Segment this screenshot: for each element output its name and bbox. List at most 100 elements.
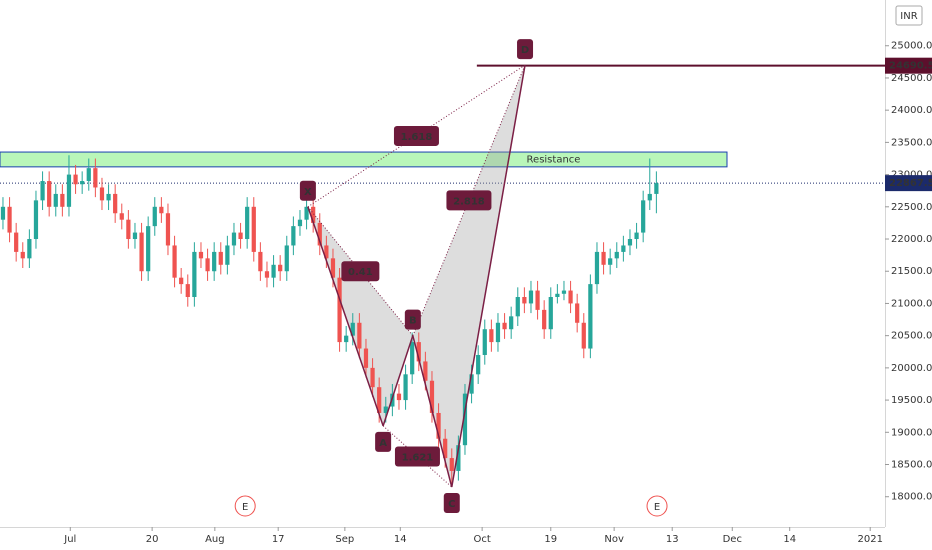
candle-body bbox=[251, 206, 256, 252]
candle-body bbox=[482, 329, 487, 355]
candle-body bbox=[40, 181, 45, 201]
pattern-point-label: B bbox=[409, 316, 417, 327]
pattern-point-label: A bbox=[379, 438, 387, 449]
candle-body bbox=[80, 181, 85, 185]
y-tick-label: 21000.00 bbox=[891, 298, 932, 309]
x-tick-label: 19 bbox=[544, 534, 557, 545]
candle-body bbox=[119, 213, 124, 220]
pattern-point-box bbox=[375, 431, 392, 452]
candle-body bbox=[47, 181, 52, 207]
candle-body bbox=[304, 206, 309, 220]
y-tick-label: 22500.00 bbox=[891, 202, 932, 213]
candle-body bbox=[357, 322, 362, 349]
candle-body bbox=[66, 174, 72, 207]
candle-body bbox=[0, 206, 6, 220]
candle-body bbox=[594, 251, 600, 285]
currency: INR bbox=[900, 11, 917, 22]
candle-body bbox=[86, 168, 91, 182]
ratio-label: 1.618 bbox=[401, 132, 433, 143]
candle-body bbox=[245, 206, 250, 240]
candle-body bbox=[165, 213, 171, 246]
candle-body bbox=[429, 380, 435, 413]
candle-body bbox=[297, 219, 303, 227]
candle-body bbox=[575, 303, 580, 323]
candle-body bbox=[502, 322, 507, 330]
ratio-box bbox=[341, 261, 380, 282]
x-tick-label: 14 bbox=[783, 534, 796, 545]
candle-body bbox=[654, 183, 659, 194]
pattern-leg bbox=[451, 64, 526, 488]
ratio-label: 0.41 bbox=[348, 267, 373, 278]
candle-body bbox=[350, 322, 355, 336]
y-tick-label: 18000.00 bbox=[891, 492, 932, 503]
candle-body bbox=[416, 342, 421, 362]
candle-body bbox=[73, 174, 78, 185]
ratio-line bbox=[412, 64, 526, 336]
candle-body bbox=[205, 258, 210, 272]
y-tick-label: 24000.00 bbox=[891, 105, 932, 116]
candle-body bbox=[106, 193, 111, 201]
pattern-fill bbox=[412, 65, 526, 488]
candle-body bbox=[377, 387, 382, 413]
candle-body bbox=[383, 406, 388, 413]
currency-box[interactable] bbox=[895, 5, 923, 26]
candle-body bbox=[469, 374, 474, 394]
candle-body bbox=[7, 206, 12, 233]
candle-body bbox=[370, 367, 375, 388]
candle-body bbox=[647, 193, 652, 201]
y-tick-label: 20500.00 bbox=[891, 331, 932, 342]
candle-body bbox=[152, 206, 157, 227]
resistance-label: Resistance bbox=[527, 154, 581, 165]
event-label: E bbox=[654, 502, 660, 513]
candle-body bbox=[581, 322, 586, 349]
y-tick-label: 21500.00 bbox=[891, 266, 932, 277]
candle-body bbox=[396, 393, 402, 401]
x-tick-label: 17 bbox=[272, 534, 285, 545]
pattern-point-label: D bbox=[521, 45, 529, 56]
candle-body bbox=[522, 297, 527, 304]
candle-body bbox=[146, 226, 151, 272]
candle-body bbox=[476, 354, 481, 375]
candle-body bbox=[588, 284, 593, 349]
candle-body bbox=[291, 226, 296, 246]
candle-body bbox=[363, 348, 369, 368]
candle-body bbox=[324, 245, 329, 259]
candle-body bbox=[159, 206, 164, 214]
candle-body bbox=[225, 245, 230, 265]
pattern-leg bbox=[412, 335, 453, 488]
price-tag-label: 22867.55 bbox=[889, 178, 932, 189]
candle-body bbox=[641, 200, 646, 233]
candle-body bbox=[139, 232, 144, 272]
candle-body bbox=[528, 290, 534, 304]
candle-body bbox=[212, 251, 217, 272]
y-tick-label: 23000.00 bbox=[891, 170, 932, 181]
pattern-leg bbox=[307, 206, 384, 427]
event-marker bbox=[234, 495, 256, 517]
candle-body bbox=[99, 187, 105, 201]
candle-body bbox=[311, 206, 316, 223]
candle-body bbox=[495, 322, 501, 343]
candle-body bbox=[456, 445, 461, 471]
candle-body bbox=[264, 271, 270, 278]
x-tick-label: Aug bbox=[205, 534, 225, 545]
candle-body bbox=[542, 309, 547, 330]
candle-body bbox=[601, 251, 606, 265]
x-tick-label: Sep bbox=[335, 534, 354, 545]
pattern-point-box bbox=[517, 39, 534, 60]
candle-body bbox=[27, 239, 32, 259]
x-tick-label: 2021 bbox=[857, 534, 882, 545]
candle-body bbox=[634, 232, 639, 240]
candle-body bbox=[489, 329, 494, 343]
candle-body bbox=[278, 264, 283, 272]
candle-body bbox=[284, 245, 289, 272]
pattern-point-box bbox=[299, 180, 316, 201]
candle-body bbox=[53, 193, 58, 207]
x-tick-label: 14 bbox=[394, 534, 407, 545]
candle-body bbox=[172, 245, 177, 278]
y-tick-label: 18500.00 bbox=[891, 460, 932, 471]
candle-body bbox=[330, 258, 336, 278]
price-tag bbox=[885, 175, 932, 192]
ratio-label: 2.818 bbox=[453, 196, 485, 207]
resistance-zone bbox=[0, 151, 728, 168]
ratio-label: 1.621 bbox=[402, 452, 434, 463]
